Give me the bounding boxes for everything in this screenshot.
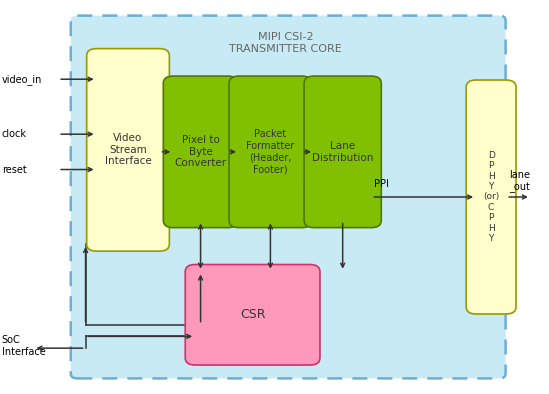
Text: D
P
H
Y
(or)
C
P
H
Y: D P H Y (or) C P H Y bbox=[483, 151, 499, 243]
Text: MIPI CSI-2
TRANSMITTER CORE: MIPI CSI-2 TRANSMITTER CORE bbox=[229, 32, 342, 54]
Text: Lane
Distribution: Lane Distribution bbox=[312, 141, 373, 163]
FancyBboxPatch shape bbox=[71, 16, 506, 378]
Text: SoC
Interface: SoC Interface bbox=[2, 335, 46, 357]
Text: PPI: PPI bbox=[374, 179, 389, 189]
Text: clock: clock bbox=[2, 129, 27, 139]
FancyBboxPatch shape bbox=[185, 264, 320, 365]
Text: video_in: video_in bbox=[2, 74, 42, 85]
FancyBboxPatch shape bbox=[304, 76, 382, 228]
Text: Video
Stream
Interface: Video Stream Interface bbox=[105, 133, 152, 167]
FancyBboxPatch shape bbox=[229, 76, 312, 228]
FancyBboxPatch shape bbox=[466, 80, 516, 314]
FancyBboxPatch shape bbox=[87, 48, 169, 251]
Text: Pixel to
Byte
Converter: Pixel to Byte Converter bbox=[175, 135, 227, 169]
Text: reset: reset bbox=[2, 165, 26, 175]
Text: Packet
Formatter
(Header,
Footer): Packet Formatter (Header, Footer) bbox=[247, 130, 294, 174]
Text: CSR: CSR bbox=[240, 308, 265, 321]
FancyBboxPatch shape bbox=[164, 76, 238, 228]
Text: lane
_out: lane _out bbox=[509, 170, 530, 193]
